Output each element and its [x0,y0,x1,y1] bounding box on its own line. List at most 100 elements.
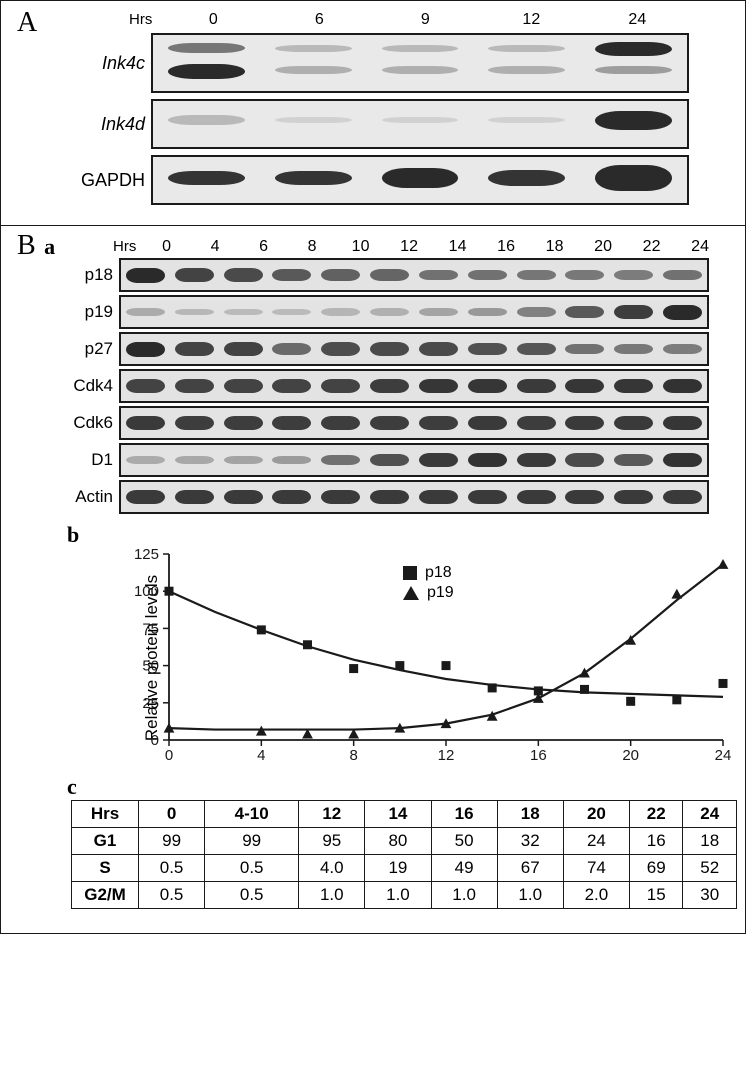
svg-text:12: 12 [438,747,455,764]
table-cell: 30 [683,882,737,909]
blot-row: Ink4c [73,33,731,93]
band [126,308,165,316]
band [272,456,311,465]
table-row-header: G1 [72,828,139,855]
band [370,490,409,504]
blot-row: Actin [57,480,731,514]
band [321,416,360,430]
band [126,268,165,283]
svg-text:4: 4 [257,747,265,764]
band [614,490,653,504]
blot-lane [658,445,707,475]
table-header-cell: Hrs [72,801,139,828]
band [419,379,458,393]
blot-lane [512,297,561,327]
table-cell: 19 [365,855,431,882]
table-cell: 2.0 [563,882,629,909]
band [614,454,653,466]
band [126,416,165,430]
band [565,453,604,466]
table-cell: 67 [497,855,563,882]
blot-lane-box [119,332,709,366]
blot-lane [473,157,580,203]
table-cell: 1.0 [497,882,563,909]
legend-p18-marker [403,566,417,580]
band [468,453,507,468]
band [275,66,352,74]
svg-text:0: 0 [165,747,173,764]
blot-lane [512,371,561,401]
blot-lane [316,445,365,475]
band [126,379,165,393]
blot-lane [580,35,687,91]
table-cell: 0.5 [205,882,299,909]
blot-lane [219,297,268,327]
blot-lane [267,371,316,401]
band [517,453,556,467]
panel-a-hour: 9 [372,11,478,29]
svg-text:16: 16 [530,747,547,764]
band [224,379,263,393]
svg-text:25: 25 [142,695,159,712]
band [595,165,672,191]
panel-b-a-hour: 8 [288,238,337,256]
blot-row: Cdk6 [57,406,731,440]
blot-lane [560,297,609,327]
band [272,309,311,316]
band [614,270,653,280]
blot-lane [414,260,463,290]
table-header-cell: 4-10 [205,801,299,828]
blot-lane [463,408,512,438]
blot-lane [658,297,707,327]
band [321,342,360,355]
blot-lane [658,482,707,512]
blot-lane [316,408,365,438]
table-header-cell: 12 [299,801,365,828]
blot-lane [316,334,365,364]
band [275,171,352,185]
band [663,416,702,430]
band [565,344,604,355]
table-header-cell: 18 [497,801,563,828]
table-cell: 4.0 [299,855,365,882]
panel-b-a-hour: 4 [191,238,240,256]
blot-lane [609,445,658,475]
band [175,342,214,356]
blot-lane [316,371,365,401]
panel-b-a: Hrs 04681012141618202224 p18p19p27Cdk4Cd… [57,238,731,514]
band [321,269,360,281]
band [517,490,556,504]
blot-lane [658,408,707,438]
blot-lane [463,482,512,512]
svg-text:100: 100 [134,583,159,600]
table-cell: 18 [683,828,737,855]
blot-row-label: p18 [57,265,119,285]
band [272,343,311,354]
table-cell: 0.5 [205,855,299,882]
table-header-cell: 0 [139,801,205,828]
hrs-label: Hrs [129,11,152,28]
band [175,490,214,504]
band [419,490,458,504]
panel-a-hour: 24 [584,11,690,29]
blot-lane [365,482,414,512]
blot-lane [170,408,219,438]
table-header-cell: 14 [365,801,431,828]
band [614,416,653,430]
band [272,379,311,393]
blot-lane [219,445,268,475]
band [275,117,352,123]
band [488,45,565,52]
blot-lane [267,408,316,438]
blot-lane [219,371,268,401]
blot-lane [170,260,219,290]
blot-lane [267,445,316,475]
blot-lane [609,334,658,364]
panel-b: B a Hrs 04681012141618202224 p18p19p27Cd… [1,226,745,933]
band [419,308,458,316]
panel-b-a-hour: 6 [239,238,288,256]
blot-lane [170,371,219,401]
blot-lane [463,445,512,475]
table-cell: 15 [629,882,682,909]
blot-lane [463,297,512,327]
